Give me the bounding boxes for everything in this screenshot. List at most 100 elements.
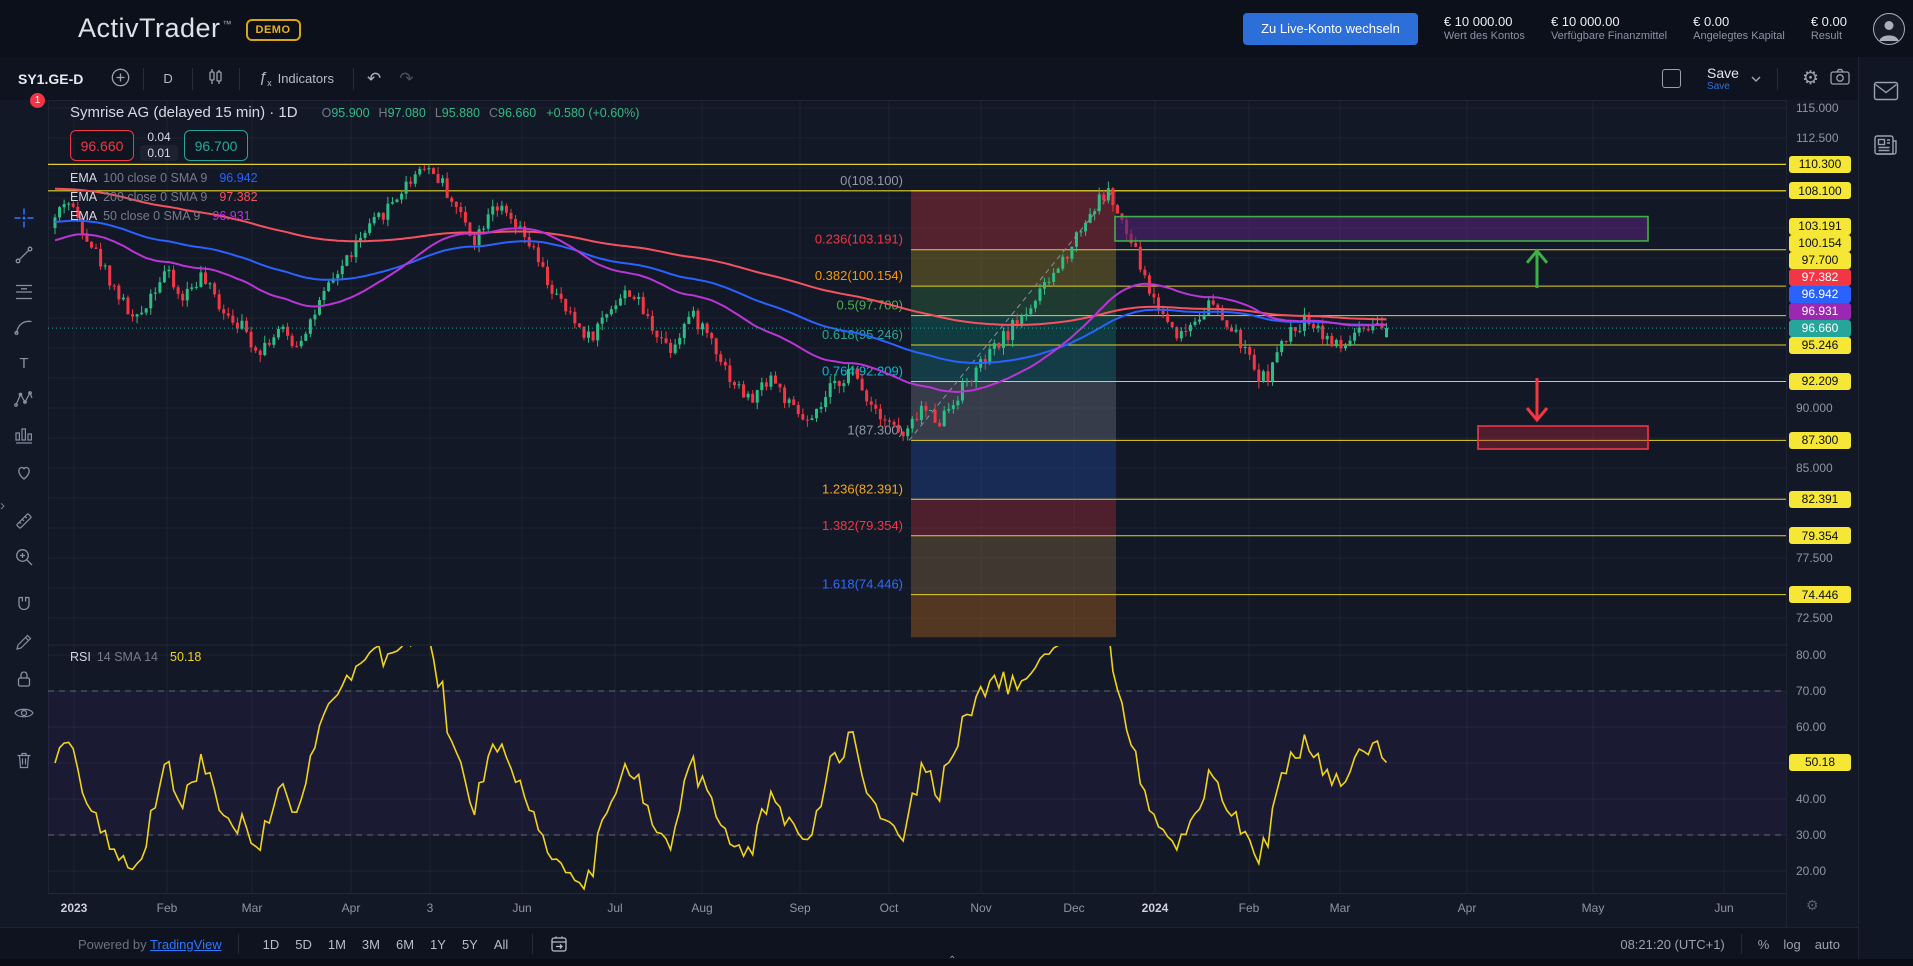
range-button-all[interactable]: All [486,934,516,955]
expand-panel-chevron-icon[interactable]: › [0,497,5,514]
ohlc-key: C [489,106,499,120]
rsi-line[interactable] [54,616,1388,891]
indicator-legend-row[interactable]: EMA 200 close 0 SMA 9 97.382 [70,190,639,204]
toolbar-right: Save Save ⚙ [1662,66,1851,92]
account-stat: € 10 000.00 Wert des Kontos [1444,14,1525,44]
person-icon [1879,20,1899,41]
range-button-6m[interactable]: 6M [388,934,422,955]
time-axis-tick: Jun [512,901,532,915]
tradingview-link[interactable]: TradingView [150,936,222,952]
right-rail [1858,57,1913,966]
compare-add-icon[interactable] [111,68,130,90]
price-axis[interactable]: 72.500 74.446 77.500 79.354 82.391 85.000 87.3… [1786,100,1859,966]
stat-label: Verfügbare Finanzmittel [1550,29,1668,42]
demand-zone-box[interactable] [1477,425,1649,450]
forecast-tool-icon[interactable] [13,424,35,446]
emoji-tool-icon[interactable] [13,461,35,483]
time-axis-tick: Dec [1063,901,1085,915]
ema-200-line[interactable] [54,187,1387,326]
fib-retracement-tool-icon[interactable] [13,281,35,303]
sell-bid-button[interactable]: 96.660 [70,130,134,161]
ohlc-value: 95.900 [331,106,370,120]
zoom-tool-icon[interactable] [13,546,35,568]
hide-drawings-eye-icon[interactable] [13,702,35,724]
range-button-5d[interactable]: 5D [287,934,320,955]
user-avatar[interactable] [1873,12,1905,45]
indicators-button[interactable]: ƒx Indicators [253,65,340,92]
clock-label[interactable]: 08:21:20 (UTC+1) [1620,936,1725,952]
magnet-tool-icon[interactable] [13,594,35,616]
chevron-down-icon[interactable] [1749,72,1763,86]
fib-level-label: 0.236(103.191) [815,232,903,247]
range-button-3m[interactable]: 3M [354,934,388,955]
range-button-1y[interactable]: 1Y [422,934,454,955]
delete-drawings-trash-icon[interactable] [13,749,35,771]
topbar: ActivTrader ™ DEMO Zu Live-Konto wechsel… [0,0,1913,58]
go-to-date-icon[interactable] [549,934,569,954]
price-axis-badge: 74.446 [1789,586,1851,604]
auto-scale-button[interactable]: auto [1814,936,1840,952]
news-icon[interactable] [1873,133,1899,162]
settings-gear-icon[interactable]: ⚙ [1801,68,1819,89]
switch-to-live-button[interactable]: Zu Live-Konto wechseln [1243,12,1418,45]
spread-value: 0.01 [140,145,178,161]
ohlc-item: L95.880 [435,106,480,120]
indicator-name: EMA [70,171,98,185]
collapse-chevron-icon[interactable]: ⌃ [948,955,957,966]
indicator-legend-row[interactable]: EMA 100 close 0 SMA 9 96.942 [70,171,639,185]
range-button-1m[interactable]: 1M [320,934,354,955]
ohlc-key: L [434,106,442,120]
ema-100-line[interactable] [54,219,1387,365]
mail-unread-badge: 1 [30,93,45,108]
up-arrow-annotation[interactable] [1525,248,1549,288]
mail-icon[interactable] [1873,80,1899,107]
indicator-params: 50 close 0 SMA 9 [103,209,201,223]
lock-tool-icon[interactable] [13,668,35,690]
time-axis-tick: Oct [879,901,899,915]
ohlc-value: 96.660 [498,106,537,120]
axis-settings-gear-icon[interactable]: ⚙ [1806,897,1819,913]
drawing-mode-pencil-icon[interactable] [13,631,35,653]
indicator-legend-rows: EMA 100 close 0 SMA 9 96.942 EMA 200 close 0… [70,171,639,223]
spread-display: 0.04 0.01 [139,130,179,161]
price-axis-badge: 97.382 [1789,268,1851,286]
time-axis-tick: 3 [426,901,434,915]
chart-title: Symrise AG (delayed 15 min) · 1D [70,104,298,121]
percent-scale-button[interactable]: % [1757,936,1770,952]
redo-icon[interactable]: ↷ [399,68,414,88]
trend-line-tool-icon[interactable] [13,244,35,266]
undo-icon[interactable]: ↶ [366,68,382,88]
ruler-tool-icon[interactable] [13,510,35,532]
time-axis-tick: 2023 [60,901,88,915]
timeframe-button[interactable]: D [157,67,178,90]
account-stat: € 0.00 Angelegtes Kapital [1693,14,1785,44]
ema-50-line[interactable] [54,227,1387,394]
layout-select-icon[interactable] [1662,69,1682,88]
log-scale-button[interactable]: log [1783,936,1801,952]
buy-ask-button[interactable]: 96.700 [184,130,248,161]
price-axis-badge: 92.209 [1789,372,1851,390]
screenshot-camera-icon[interactable] [1829,67,1851,90]
indicator-legend-row[interactable]: EMA 50 close 0 SMA 9 96.931 [70,209,639,223]
crosshair-tool-icon[interactable] [13,207,35,229]
xabcd-pattern-tool-icon[interactable] [13,388,35,410]
brand-logo: ActivTrader ™ DEMO [78,13,301,45]
chart-style-candles-icon[interactable] [206,67,226,90]
supply-zone-box[interactable] [1114,215,1649,242]
range-button-5y[interactable]: 5Y [454,934,486,955]
time-axis-tick: May [1581,901,1605,915]
price-axis-tick: 112.500 [1796,131,1839,145]
price-axis-badge: 79.354 [1789,527,1851,545]
price-axis-badge: 96.942 [1789,285,1851,303]
save-control[interactable]: Save Save [1707,66,1739,92]
range-button-1d[interactable]: 1D [255,934,288,955]
time-axis[interactable]: 2023 Feb Mar Apr 3 Jun Jul Aug Sep Oct Nov Dec 2024 F… [48,893,1858,928]
down-arrow-annotation[interactable] [1525,378,1549,423]
indicator-name: EMA [70,209,98,223]
symbol-label[interactable]: SY1.GE-D [18,70,84,87]
fib-retracement-zone[interactable] [911,190,1786,638]
rsi-legend-row[interactable]: RSI 14 SMA 14 50.18 [70,650,201,664]
brush-tool-icon[interactable] [13,316,35,338]
text-tool-icon[interactable]: T [13,352,35,374]
